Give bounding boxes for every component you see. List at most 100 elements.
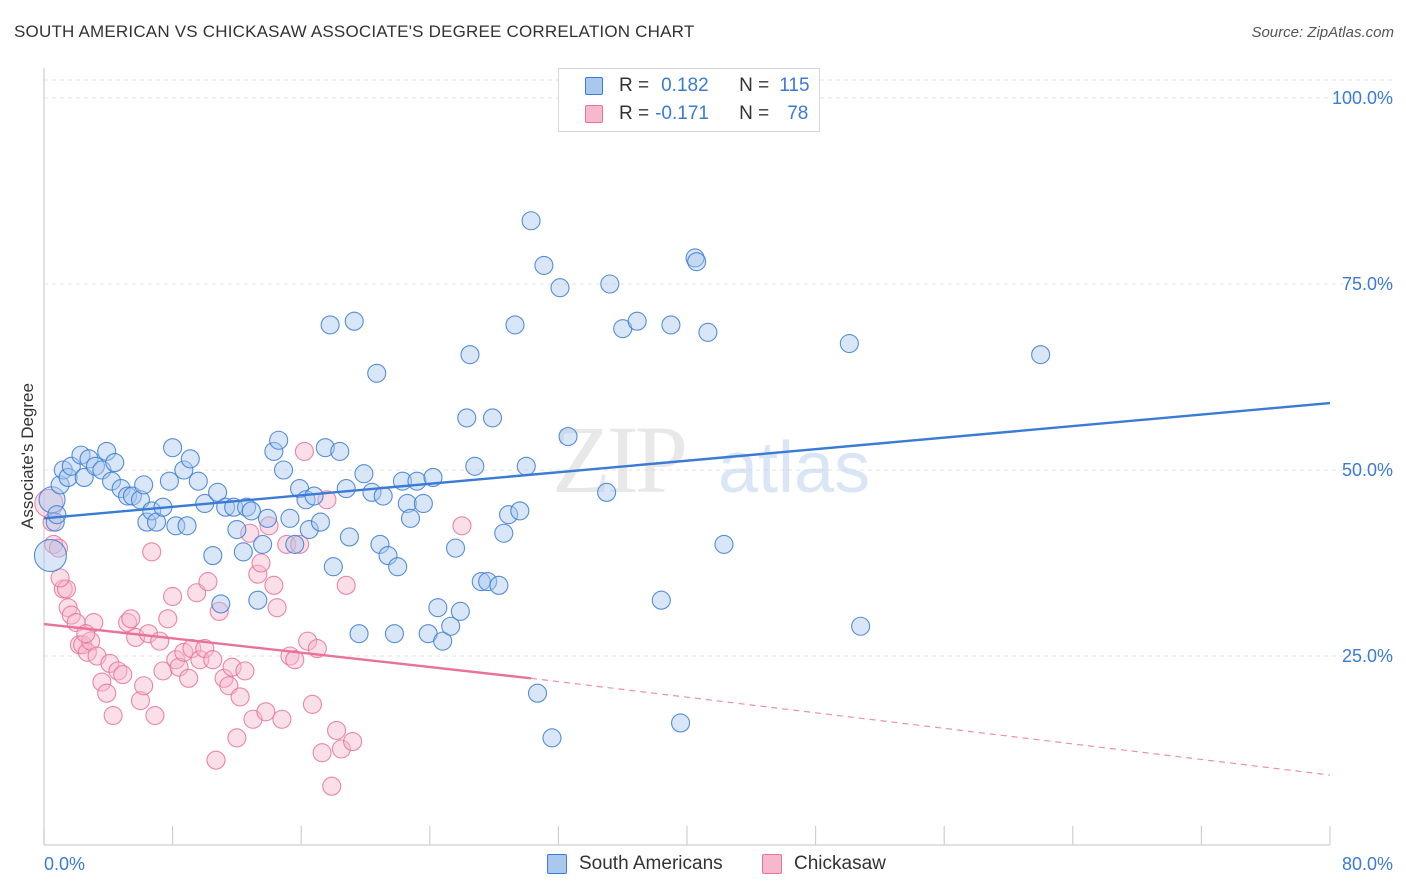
watermark: ZIP atlas [552, 406, 870, 513]
south-american-point [671, 713, 691, 733]
chickasaw-point [113, 665, 133, 685]
south-american-point [264, 441, 284, 461]
south-american-point [349, 624, 369, 644]
south-american-point [111, 479, 131, 499]
south-american-point [597, 482, 617, 502]
chickasaw-point [227, 728, 247, 748]
south-american-point [61, 456, 81, 476]
chickasaw-point [331, 739, 351, 759]
chickasaw-point [92, 672, 112, 692]
bottom-legend-south-american: South Americans [547, 851, 723, 877]
south-american-point [315, 438, 335, 458]
south-american-point [163, 438, 183, 458]
south-american-point [33, 539, 67, 573]
south-american-point [320, 315, 340, 335]
chickasaw-point [203, 650, 223, 670]
south-american-point [687, 252, 707, 272]
south-american-point [465, 456, 485, 476]
south-american-point [450, 601, 470, 621]
south-american-point [339, 527, 359, 547]
south-american-point [253, 534, 273, 554]
south-american-point [142, 501, 162, 521]
chickasaw-point [103, 705, 123, 726]
bottom-legend-chickasaw: Chickasaw [762, 851, 886, 877]
south-american-point [521, 211, 541, 231]
source-label: Source: ZipAtlas.com [1251, 24, 1394, 41]
south-american-points [33, 211, 1051, 748]
south-american-point [174, 460, 194, 480]
south-american-point [441, 616, 461, 636]
chickasaw-point [198, 572, 218, 592]
south-american-point [445, 538, 466, 558]
south-american-point [97, 441, 117, 461]
watermark-zip: ZIP [552, 406, 685, 513]
chickasaw-point [100, 653, 120, 673]
south-american-point [354, 464, 374, 484]
legend-r-value: -0.171 [655, 103, 709, 124]
chickasaw-point [153, 661, 173, 681]
south-american-point [413, 493, 433, 514]
chickasaw-point [290, 534, 310, 554]
south-american-point [137, 512, 157, 532]
chickasaw-point [84, 612, 104, 633]
chickasaw-point [230, 687, 250, 707]
chickasaw-point [285, 650, 305, 670]
south-american-point [494, 523, 514, 543]
chickasaw-point [240, 523, 260, 543]
chickasaw-point [206, 750, 226, 770]
south-american-point [323, 557, 343, 577]
chickasaw-point [121, 609, 141, 629]
legend-n-label: N = [739, 75, 770, 96]
chickasaw-point [302, 694, 323, 714]
south-american-point [482, 408, 503, 428]
tick-labels: 100.0% 75.0% 50.0% 25.0% 0.0% 80.0% [44, 88, 1393, 874]
chickasaw-point [222, 657, 242, 677]
chickasaw-point [77, 642, 97, 662]
south-american-point [505, 315, 525, 335]
legend-n-value: 115 [779, 75, 810, 96]
chickasaw-point [195, 639, 215, 659]
chickasaw-point [150, 631, 170, 651]
chickasaw-point [312, 743, 332, 763]
legend-row-south-american: R = 0.182 N = 115 [585, 74, 810, 98]
south-american-point [534, 255, 554, 275]
legend-row-chickasaw: R = -0.171 N = 78 [585, 102, 808, 126]
legend-swatch-pink [585, 105, 603, 123]
chickasaw-point [235, 661, 255, 681]
south-american-point [105, 453, 125, 473]
chickasaw-point [145, 705, 165, 726]
bottom-legend-label: Chickasaw [794, 853, 886, 874]
south-american-point [460, 345, 480, 365]
bottom-legend-swatch-blue [547, 854, 567, 874]
south-american-point [714, 534, 734, 554]
south-american-point [407, 471, 427, 491]
trend-lines [43, 401, 1331, 776]
south-american-point [600, 274, 620, 294]
south-american-point [388, 557, 408, 577]
legend-swatch-blue [585, 77, 603, 95]
chickasaw-trend-extension [531, 677, 1331, 776]
south-american-point [370, 534, 390, 554]
south-american-point [516, 456, 536, 476]
chickasaw-point [130, 691, 150, 711]
south-american-point [542, 728, 562, 748]
chickasaw-point [251, 553, 271, 573]
south-american-point [208, 482, 228, 502]
south-american-point [489, 575, 509, 595]
south-american-point [166, 516, 186, 536]
south-american-point [177, 516, 197, 536]
chickasaw-point [248, 564, 268, 584]
bottom-legend-label: South Americans [579, 853, 723, 874]
chickasaw-point [298, 631, 318, 651]
south-american-point [550, 278, 570, 298]
legend-r-label: R = [619, 75, 650, 96]
south-american-point [50, 475, 70, 495]
south-american-point [698, 322, 718, 342]
south-american-point [367, 363, 387, 383]
south-american-point [280, 508, 300, 528]
chickasaw-point [163, 586, 183, 607]
south-american-point [336, 479, 356, 499]
chickasaw-point [97, 683, 117, 703]
legend-n-label: N = [739, 103, 770, 124]
